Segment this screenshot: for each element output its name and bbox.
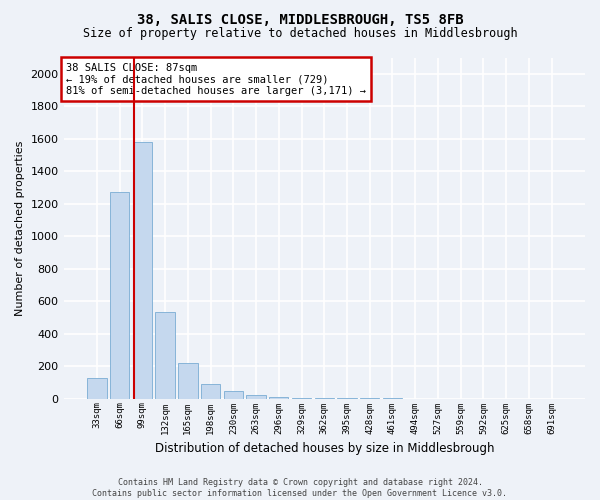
Bar	[178, 363, 197, 398]
Bar	[133, 142, 152, 399]
X-axis label: Distribution of detached houses by size in Middlesbrough: Distribution of detached houses by size …	[155, 442, 494, 455]
Bar	[87, 378, 107, 398]
Bar	[224, 390, 243, 398]
Bar	[247, 394, 266, 398]
Bar	[110, 192, 130, 398]
Bar	[155, 312, 175, 398]
Text: Size of property relative to detached houses in Middlesbrough: Size of property relative to detached ho…	[83, 28, 517, 40]
Bar	[201, 384, 220, 398]
Text: Contains HM Land Registry data © Crown copyright and database right 2024.
Contai: Contains HM Land Registry data © Crown c…	[92, 478, 508, 498]
Text: 38 SALIS CLOSE: 87sqm
← 19% of detached houses are smaller (729)
81% of semi-det: 38 SALIS CLOSE: 87sqm ← 19% of detached …	[66, 62, 366, 96]
Bar	[269, 397, 289, 398]
Y-axis label: Number of detached properties: Number of detached properties	[15, 140, 25, 316]
Text: 38, SALIS CLOSE, MIDDLESBROUGH, TS5 8FB: 38, SALIS CLOSE, MIDDLESBROUGH, TS5 8FB	[137, 12, 463, 26]
